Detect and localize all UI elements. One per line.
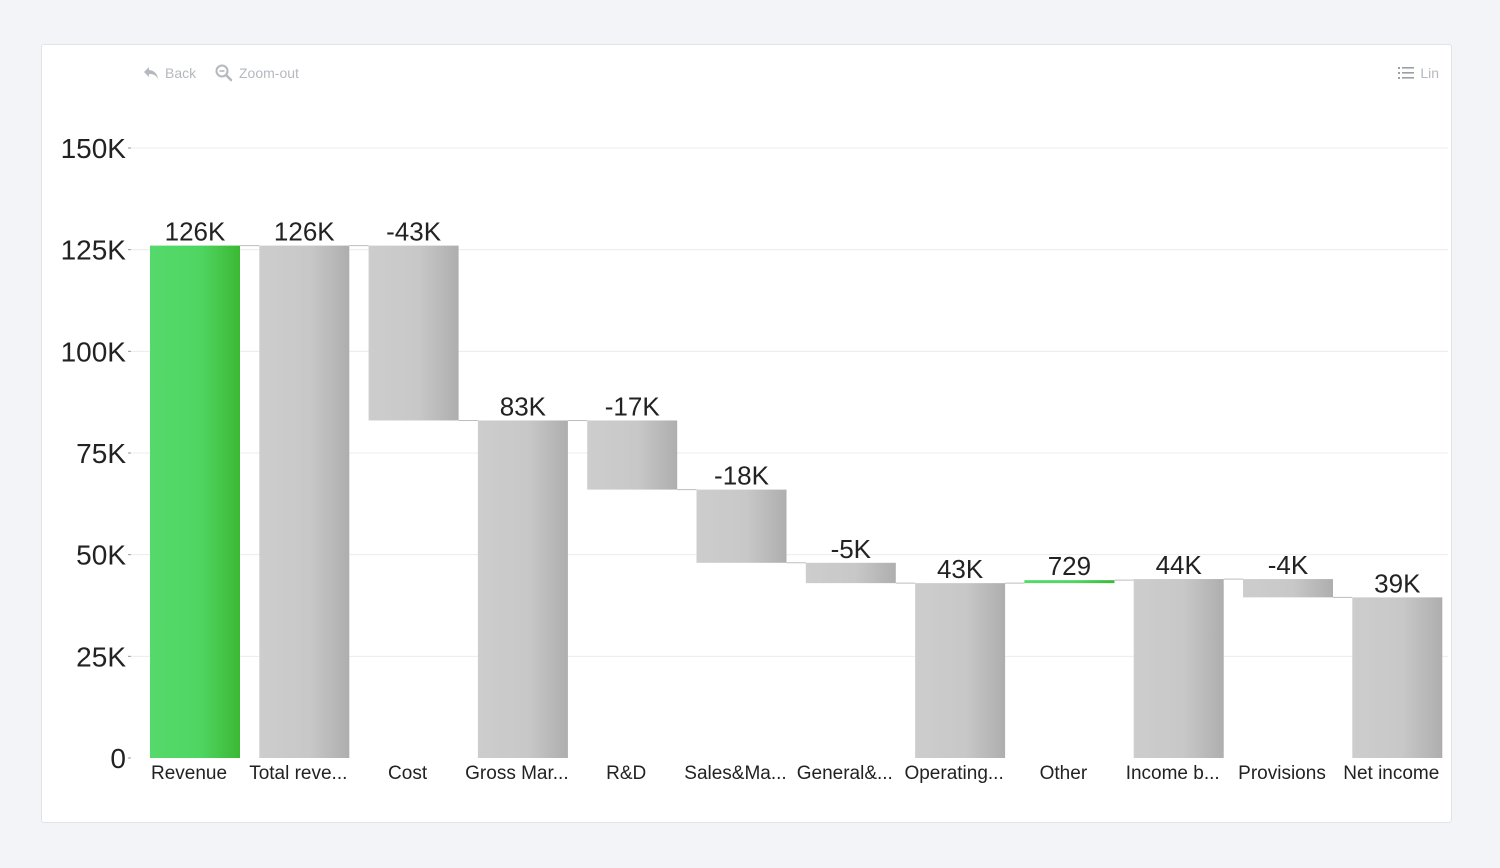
- bar: [805, 562, 896, 584]
- x-axis: Revenue Total reve... Cost Gross Mar... R&D S…: [151, 763, 1439, 784]
- y-axis: 0 25K 50K 75K 100K 125K 150K: [61, 133, 131, 774]
- data-label: 126K: [165, 217, 226, 247]
- y-tick-label: 75K: [76, 438, 126, 469]
- data-label: -18K: [714, 461, 770, 491]
- bar: [696, 489, 787, 563]
- x-tick-label: Operating...: [904, 763, 1003, 784]
- bar: [1352, 597, 1443, 758]
- bar: [259, 245, 350, 759]
- y-tick-label: 125K: [61, 235, 127, 266]
- data-label: -5K: [831, 534, 872, 564]
- value-labels: 126K 126K -43K 83K -17K -18K -5K 43K 729 44K -4K 39…: [165, 217, 1421, 599]
- zoom-out-button[interactable]: Zoom-out: [214, 62, 299, 84]
- x-tick-label: Income b...: [1126, 763, 1220, 784]
- bars: [150, 245, 1443, 759]
- bar: [150, 245, 240, 759]
- bar: [368, 245, 459, 421]
- data-label: -17K: [605, 391, 661, 421]
- x-tick-label: Other: [1040, 763, 1088, 784]
- list-icon: [1397, 64, 1415, 82]
- data-label: 43K: [937, 554, 984, 584]
- data-label: -43K: [386, 217, 442, 247]
- y-tick-label: 0: [110, 743, 126, 774]
- linear-scale-label: Lin: [1420, 65, 1439, 81]
- back-button[interactable]: Back: [142, 62, 196, 84]
- data-label: 729: [1048, 551, 1091, 581]
- x-tick-label: General&...: [797, 763, 893, 784]
- x-tick-label: Net income: [1343, 763, 1439, 784]
- x-tick-label: Revenue: [151, 763, 227, 784]
- x-tick-label: Total reve...: [249, 763, 347, 784]
- x-tick-label: R&D: [606, 763, 646, 784]
- y-tick-label: 25K: [76, 641, 126, 672]
- data-label: 44K: [1156, 550, 1203, 580]
- bar: [915, 583, 1006, 758]
- x-tick-label: Sales&Ma...: [684, 763, 786, 784]
- data-label: 83K: [500, 391, 547, 421]
- y-tick-label: 100K: [61, 336, 127, 367]
- back-arrow-icon: [142, 64, 160, 82]
- bar: [1243, 579, 1333, 598]
- magnifier-icon: [214, 63, 234, 83]
- data-label: 126K: [274, 217, 335, 247]
- y-tick-label: 150K: [61, 133, 127, 164]
- data-label: -4K: [1268, 550, 1309, 580]
- bar: [587, 420, 678, 490]
- x-tick-label: Cost: [388, 763, 428, 784]
- connectors: [240, 245, 1353, 598]
- y-tick-label: 50K: [76, 540, 126, 571]
- x-tick-label: Gross Mar...: [465, 763, 568, 784]
- data-label: 39K: [1374, 568, 1421, 598]
- bar: [477, 420, 568, 758]
- x-tick-label: Provisions: [1238, 763, 1326, 784]
- bar: [1024, 580, 1115, 584]
- back-label: Back: [165, 65, 197, 81]
- gridlines: [131, 147, 1448, 657]
- zoom-out-label: Zoom-out: [239, 65, 299, 81]
- bar: [1133, 579, 1224, 758]
- linear-scale-button[interactable]: Lin: [1397, 62, 1439, 84]
